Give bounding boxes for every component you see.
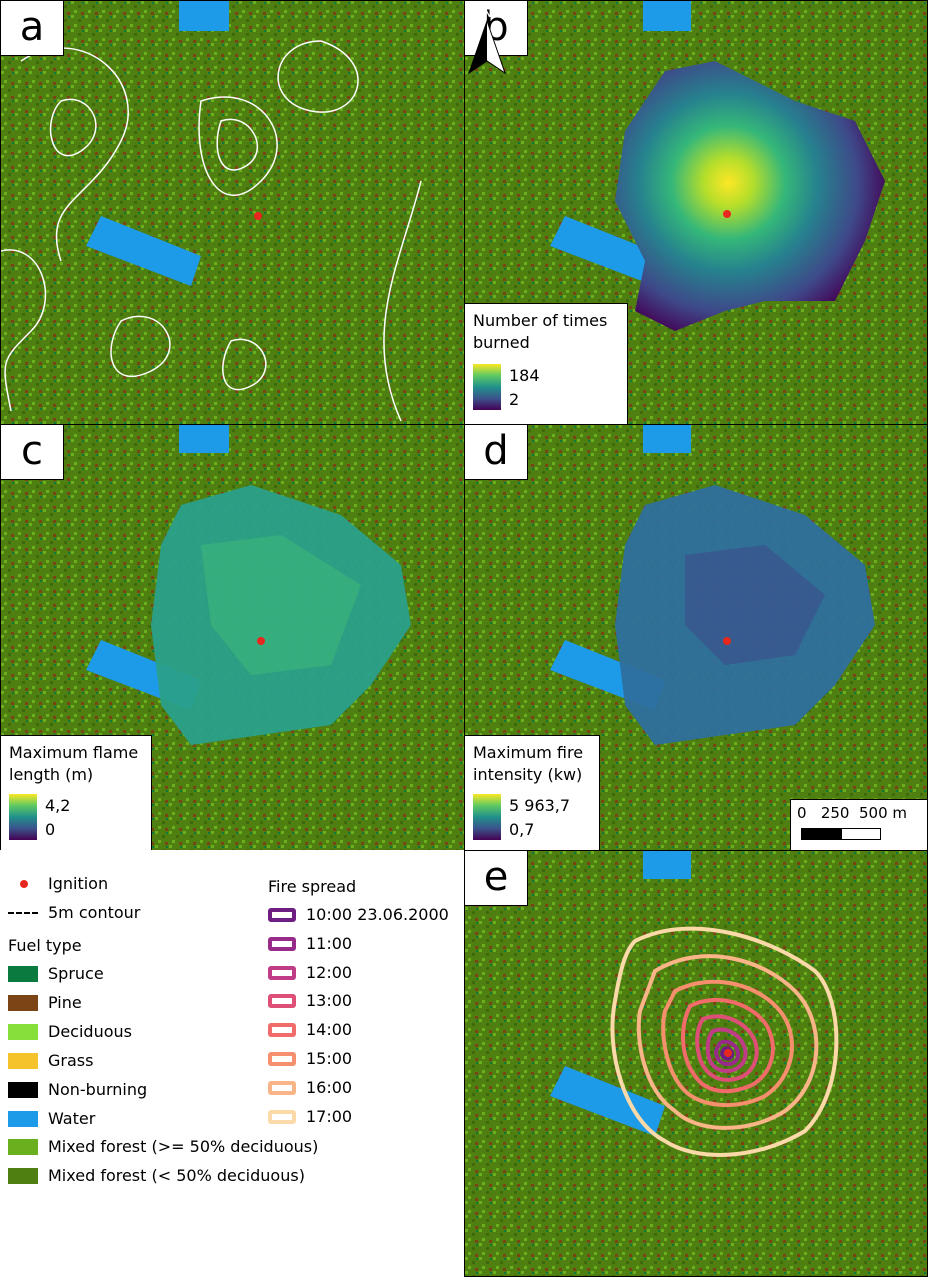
legend-spread-title: Fire spread xyxy=(268,877,357,896)
legend-title-d: Maximum fire intensity (kw) xyxy=(473,743,584,784)
legend-spread-17: 17:00 xyxy=(268,1107,352,1126)
spread-ring-16 xyxy=(636,954,819,1130)
spread-ring-12 xyxy=(705,1027,748,1073)
burn-area xyxy=(615,61,885,331)
color-ramp-d xyxy=(473,794,501,840)
swatch-mixed-high xyxy=(8,1138,38,1155)
ignition-point-c xyxy=(257,637,265,645)
lake xyxy=(86,216,201,286)
panel-b-label: b xyxy=(465,1,528,56)
legend-fuel-non-burning: Non-burning xyxy=(8,1080,147,1099)
ring-15 xyxy=(268,1051,296,1066)
svg-text:N: N xyxy=(482,5,492,21)
panel-d: d Maximum fire intensity (kw) 5 963,7 0,… xyxy=(464,424,928,851)
ramp-max-c: 4,2 xyxy=(45,796,71,815)
spread-ring-13 xyxy=(695,1014,759,1082)
swatch-water xyxy=(8,1110,38,1127)
legend-fuel-deciduous: Deciduous xyxy=(8,1022,132,1041)
ring-17 xyxy=(268,1109,296,1124)
legend-spread-16: 16:00 xyxy=(268,1078,352,1097)
legend-spread-14: 14:00 xyxy=(268,1020,352,1039)
legend-spread-13: 13:00 xyxy=(268,991,352,1010)
color-ramp-b xyxy=(473,364,501,410)
ramp-min-b: 2 xyxy=(509,390,520,409)
legend-fuel-mixed-low: Mixed forest (< 50% deciduous) xyxy=(8,1166,305,1185)
panel-c: c Maximum flame length (m) 4,2 0 xyxy=(0,424,465,851)
ring-11 xyxy=(268,936,296,951)
panel-e: e xyxy=(464,850,928,1277)
panel-a: a xyxy=(0,0,465,425)
legend-fuel-grass: Grass xyxy=(8,1051,93,1070)
panel-a-label: a xyxy=(1,1,64,56)
swatch-mixed-low xyxy=(8,1167,38,1184)
spread-ring-14 xyxy=(681,997,775,1094)
ring-13 xyxy=(268,993,296,1008)
legend-spread-15: 15:00 xyxy=(268,1049,352,1068)
swatch-grass xyxy=(8,1052,38,1069)
swatch-spruce xyxy=(8,965,38,982)
scale-bar: 0 250 500 m xyxy=(790,799,927,850)
panel-b: b N Number of times burned 184 2 xyxy=(464,0,928,425)
color-ramp-c xyxy=(9,794,37,840)
ring-12 xyxy=(268,965,296,980)
legend-spread-11: 11:00 xyxy=(268,934,352,953)
legend-fuel-title: Fuel type xyxy=(8,936,82,955)
legend-title-c: Maximum flame length (m) xyxy=(9,743,139,784)
ramp-max-d: 5 963,7 xyxy=(509,796,571,815)
legend-spread-10: 10:00 23.06.2000 xyxy=(268,905,449,924)
panel-c-map xyxy=(1,425,464,850)
legend-fuel-spruce: Spruce xyxy=(8,964,104,983)
swatch-pine xyxy=(8,994,38,1011)
ring-10 xyxy=(268,907,296,922)
panel-a-map xyxy=(1,1,464,424)
ramp-max-b: 184 xyxy=(509,366,540,385)
ramp-min-d: 0,7 xyxy=(509,820,535,839)
legend-box-b: Number of times burned 184 2 xyxy=(465,303,628,424)
main-legend: Ignition 5m contour Fuel type Spruce Pin… xyxy=(0,850,464,1277)
legend-box-d: Maximum fire intensity (kw) 5 963,7 0,7 xyxy=(465,735,600,850)
legend-fuel-mixed-high: Mixed forest (>= 50% deciduous) xyxy=(8,1137,318,1156)
panel-d-map xyxy=(465,425,927,850)
ignition-point-b xyxy=(723,210,731,218)
ramp-min-c: 0 xyxy=(45,820,56,839)
panel-e-map xyxy=(465,851,927,1276)
spread-ring-10 xyxy=(720,1046,734,1061)
panel-e-label: e xyxy=(465,851,528,906)
spread-ring-17 xyxy=(610,926,839,1157)
ignition-dot-icon xyxy=(20,879,28,888)
legend-contour: 5m contour xyxy=(8,903,140,922)
panel-d-label: d xyxy=(465,425,528,480)
ring-16 xyxy=(268,1080,296,1095)
ring-14 xyxy=(268,1022,296,1037)
legend-title-b: Number of times burned xyxy=(473,311,608,352)
spread-ring-11 xyxy=(714,1039,741,1067)
panel-c-label: c xyxy=(1,425,64,480)
swatch-deciduous xyxy=(8,1023,38,1040)
water-body-north xyxy=(179,1,229,31)
north-arrow-icon: N xyxy=(468,5,506,75)
spread-ring-15 xyxy=(661,979,794,1108)
swatch-non-burning xyxy=(8,1081,38,1098)
legend-spread-12: 12:00 xyxy=(268,963,352,982)
scale-bar-text: 0 250 500 m xyxy=(797,804,908,822)
ignition-point-a xyxy=(254,212,262,220)
dashed-line-icon xyxy=(8,911,38,914)
legend-fuel-water: Water xyxy=(8,1109,95,1128)
legend-ignition: Ignition xyxy=(16,874,108,893)
legend-box-c: Maximum flame length (m) 4,2 0 xyxy=(1,735,152,850)
ignition-point-d xyxy=(723,637,731,645)
ignition-point-e xyxy=(724,1049,732,1057)
legend-fuel-pine: Pine xyxy=(8,993,82,1012)
